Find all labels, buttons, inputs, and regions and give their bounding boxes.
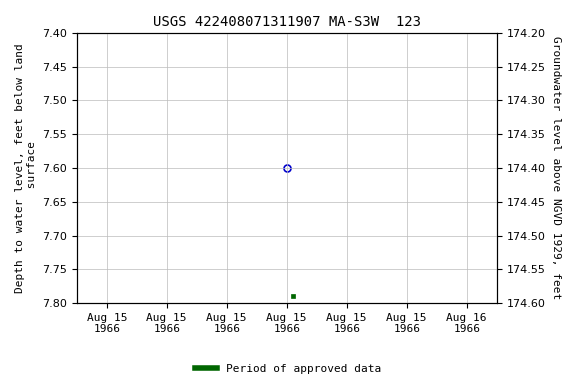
Legend: Period of approved data: Period of approved data	[191, 359, 385, 379]
Y-axis label: Groundwater level above NGVD 1929, feet: Groundwater level above NGVD 1929, feet	[551, 36, 561, 300]
Title: USGS 422408071311907 MA-S3W  123: USGS 422408071311907 MA-S3W 123	[153, 15, 420, 29]
Y-axis label: Depth to water level, feet below land
 surface: Depth to water level, feet below land su…	[15, 43, 37, 293]
